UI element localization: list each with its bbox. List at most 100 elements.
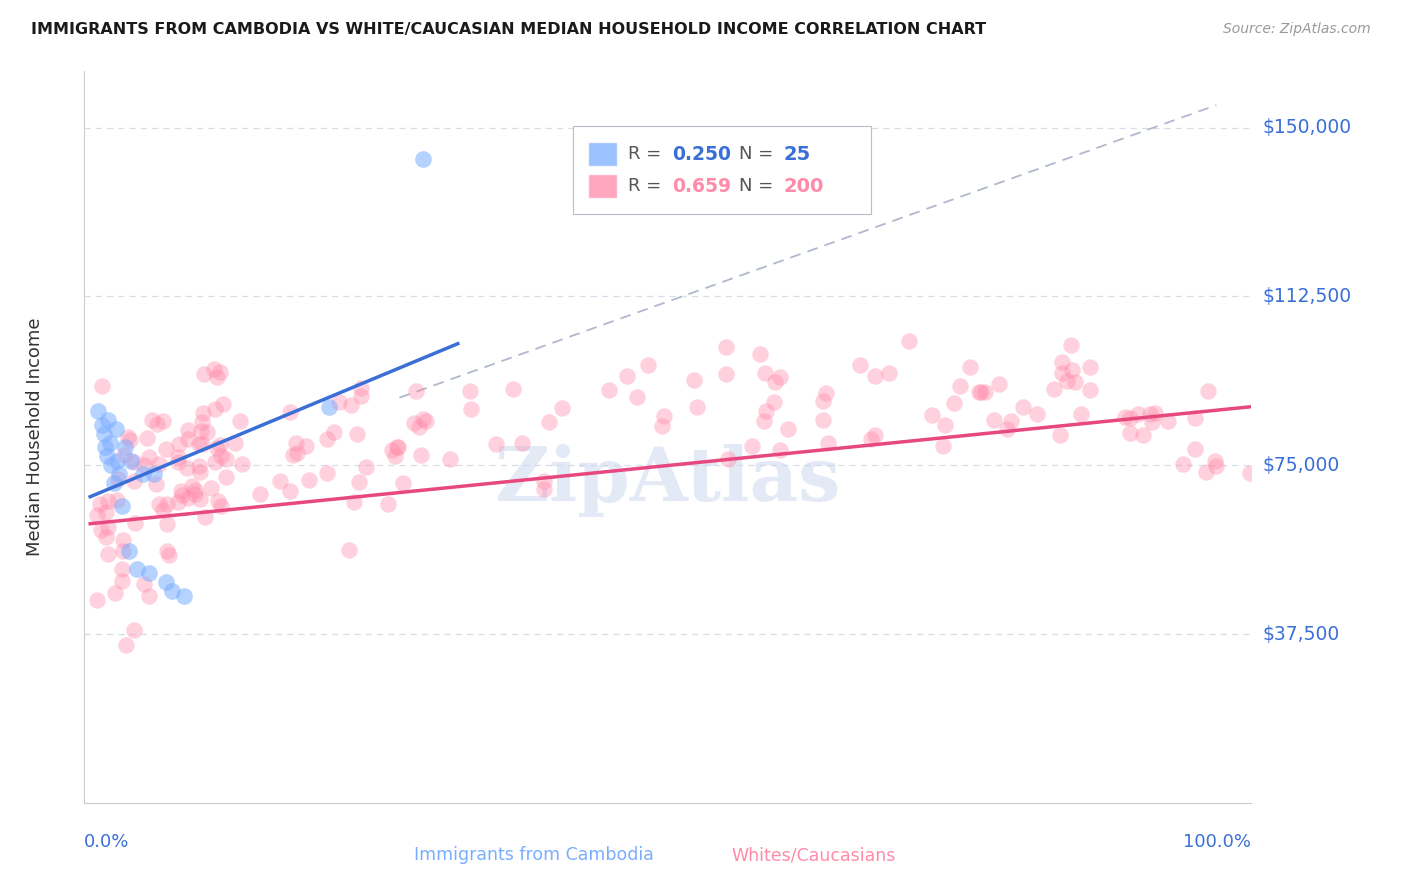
- Point: [148, 457, 170, 471]
- Point: [190, 491, 212, 506]
- Text: N =: N =: [740, 145, 773, 163]
- Point: [152, 503, 174, 517]
- Point: [1078, 383, 1101, 397]
- Point: [943, 396, 966, 410]
- Point: [155, 575, 177, 590]
- Point: [117, 430, 139, 444]
- Point: [716, 367, 738, 381]
- Point: [200, 481, 222, 495]
- Point: [717, 452, 740, 467]
- Point: [815, 386, 838, 401]
- Point: [295, 439, 318, 453]
- Point: [177, 432, 200, 446]
- Point: [173, 589, 195, 603]
- Point: [105, 453, 128, 467]
- Point: [510, 436, 533, 450]
- Point: [167, 437, 190, 451]
- Text: $150,000: $150,000: [1263, 118, 1351, 137]
- Point: [280, 404, 302, 418]
- Point: [285, 436, 308, 450]
- Point: [134, 458, 156, 472]
- Point: [103, 476, 125, 491]
- Point: [97, 413, 120, 427]
- Point: [188, 459, 211, 474]
- Point: [637, 358, 659, 372]
- Point: [959, 360, 981, 375]
- Point: [114, 448, 136, 462]
- Point: [89, 497, 111, 511]
- Point: [297, 473, 319, 487]
- Point: [111, 499, 134, 513]
- Point: [995, 421, 1018, 435]
- Point: [849, 358, 872, 372]
- Point: [754, 404, 776, 418]
- Point: [193, 368, 215, 382]
- Text: $112,500: $112,500: [1263, 287, 1351, 306]
- Point: [191, 437, 214, 451]
- Point: [537, 415, 560, 429]
- Text: 0.659: 0.659: [672, 177, 731, 195]
- Point: [96, 505, 118, 519]
- Point: [194, 510, 217, 524]
- Point: [209, 449, 232, 463]
- Point: [863, 427, 886, 442]
- Point: [340, 398, 363, 412]
- Point: [387, 440, 409, 454]
- Point: [1118, 411, 1140, 425]
- Point: [1060, 338, 1083, 352]
- Point: [1126, 407, 1149, 421]
- Point: [135, 430, 157, 444]
- Point: [209, 438, 232, 452]
- Text: 100.0%: 100.0%: [1184, 833, 1251, 851]
- Point: [249, 487, 271, 501]
- Point: [111, 561, 134, 575]
- Point: [122, 623, 145, 637]
- Point: [122, 474, 145, 488]
- Point: [138, 589, 160, 603]
- Point: [749, 347, 772, 361]
- Point: [652, 409, 675, 423]
- Point: [385, 441, 408, 455]
- Point: [177, 423, 200, 437]
- Point: [118, 543, 141, 558]
- Point: [408, 419, 430, 434]
- Point: [118, 433, 141, 447]
- Point: [114, 440, 136, 454]
- Text: Immigrants from Cambodia: Immigrants from Cambodia: [413, 847, 654, 864]
- Point: [1139, 407, 1161, 421]
- Point: [1114, 410, 1136, 425]
- Point: [141, 413, 163, 427]
- Point: [1204, 454, 1226, 468]
- Point: [97, 520, 120, 534]
- Point: [485, 436, 508, 450]
- Point: [145, 477, 167, 491]
- Point: [316, 466, 339, 480]
- Point: [533, 482, 555, 496]
- Point: [934, 418, 956, 433]
- Point: [1144, 406, 1167, 420]
- Point: [193, 406, 215, 420]
- Point: [215, 452, 238, 467]
- Point: [1195, 465, 1218, 479]
- Point: [967, 385, 990, 400]
- Point: [502, 382, 524, 396]
- Point: [533, 474, 555, 488]
- Point: [973, 385, 995, 400]
- Point: [686, 400, 709, 414]
- Point: [91, 379, 114, 393]
- Point: [172, 488, 194, 502]
- Point: [204, 454, 226, 468]
- Point: [1056, 374, 1078, 388]
- Point: [983, 413, 1005, 427]
- Point: [120, 453, 142, 467]
- Point: [167, 450, 190, 464]
- Point: [108, 467, 131, 482]
- Point: [125, 562, 148, 576]
- Point: [1060, 363, 1083, 377]
- Point: [86, 508, 108, 523]
- Point: [1070, 407, 1092, 421]
- Point: [166, 455, 188, 469]
- Point: [143, 467, 166, 482]
- Point: [90, 523, 112, 537]
- Point: [405, 384, 427, 399]
